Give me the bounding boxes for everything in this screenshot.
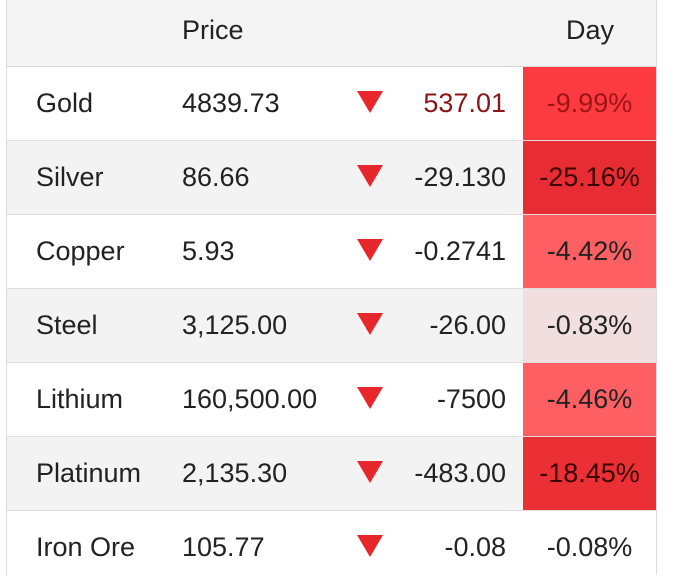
triangle-down-icon [357, 239, 383, 261]
day-percent-change: -25.16% [523, 141, 656, 214]
triangle-down-icon [357, 387, 383, 409]
table-row[interactable]: Lithium 160,500.00 -7500 -4.46% [7, 363, 656, 437]
commodity-name[interactable]: Gold [36, 88, 94, 118]
commodity-price: 5.93 [182, 236, 235, 266]
table-row[interactable]: Gold 4839.73 537.01 -9.99% [7, 67, 656, 141]
commodity-name[interactable]: Copper [36, 236, 125, 266]
triangle-down-icon [357, 535, 383, 557]
commodity-price: 3,125.00 [182, 310, 288, 340]
commodities-table: Price Day Gold 4839.73 537.01 -9.99% Sil… [6, 0, 657, 585]
table-row[interactable]: Platinum 2,135.30 -483.00 -18.45% [7, 437, 656, 511]
price-change: -0.08 [444, 532, 506, 562]
commodity-name[interactable]: Silver [36, 162, 104, 192]
table-row[interactable]: Copper 5.93 -0.2741 -4.42% [7, 215, 656, 289]
day-column-header[interactable]: Day [565, 15, 614, 45]
day-percent-change: -4.46% [523, 363, 656, 436]
price-change: -7500 [436, 384, 506, 414]
commodity-price: 86.66 [182, 162, 250, 192]
table-header: Price Day [7, 0, 656, 67]
price-column-header[interactable]: Price [182, 15, 244, 45]
table-row[interactable]: Iron Ore 105.77 -0.08 -0.08% [7, 511, 656, 585]
triangle-down-icon [357, 165, 383, 187]
price-change: -26.00 [429, 310, 506, 340]
triangle-down-icon [357, 91, 383, 113]
commodity-name[interactable]: Iron Ore [36, 532, 136, 562]
commodity-name[interactable]: Lithium [36, 384, 124, 414]
commodity-price: 4839.73 [182, 88, 280, 118]
price-change: -29.130 [414, 162, 506, 192]
commodity-price: 105.77 [182, 532, 265, 562]
day-percent-change: -0.08% [523, 511, 656, 584]
commodity-name[interactable]: Platinum [36, 458, 142, 488]
triangle-down-icon [357, 313, 383, 335]
price-change: -0.2741 [414, 236, 506, 266]
day-percent-change: -4.42% [523, 215, 656, 288]
day-percent-change: -0.83% [523, 289, 656, 362]
commodity-name[interactable]: Steel [36, 310, 98, 340]
price-change: -483.00 [414, 458, 506, 488]
day-percent-change: -18.45% [523, 437, 656, 510]
price-change: 537.01 [423, 88, 506, 118]
triangle-down-icon [357, 461, 383, 483]
day-percent-change: -9.99% [523, 67, 656, 140]
commodity-price: 2,135.30 [182, 458, 288, 488]
commodity-price: 160,500.00 [182, 384, 318, 414]
table-row[interactable]: Steel 3,125.00 -26.00 -0.83% [7, 289, 656, 363]
table-row[interactable]: Silver 86.66 -29.130 -25.16% [7, 141, 656, 215]
